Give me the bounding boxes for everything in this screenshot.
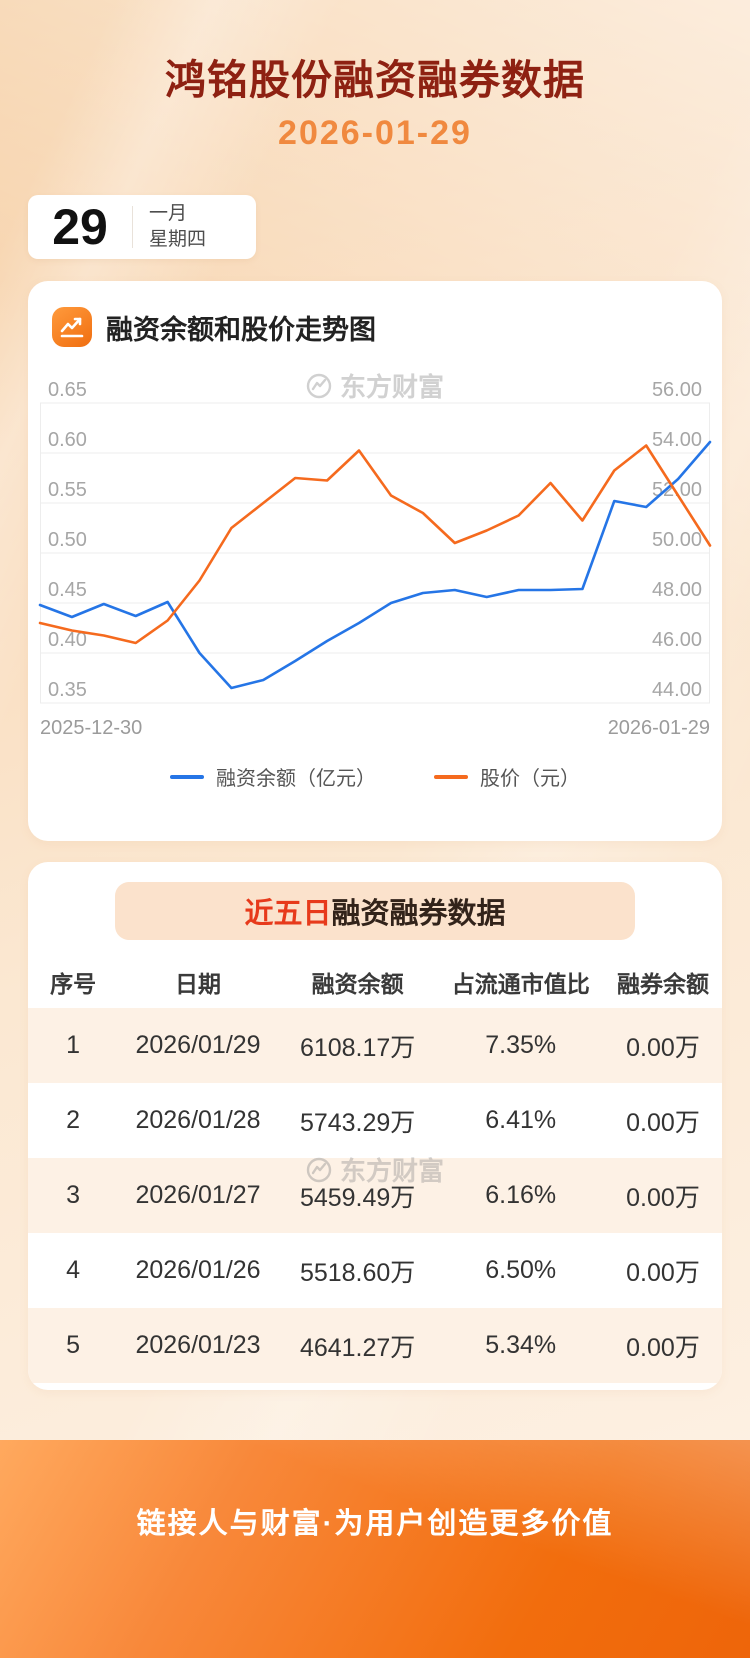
table-cell: 0.00万 bbox=[603, 1308, 722, 1383]
svg-text:0.40: 0.40 bbox=[48, 629, 87, 651]
legend-swatch-orange bbox=[434, 774, 468, 779]
table-title-highlight: 近五日 bbox=[244, 898, 332, 930]
svg-text:54.00: 54.00 bbox=[652, 429, 702, 451]
table-row: 4 2026/01/26 5518.60万 6.50% 0.00万 bbox=[28, 1233, 722, 1308]
svg-text:0.35: 0.35 bbox=[48, 679, 87, 701]
svg-text:52.00: 52.00 bbox=[652, 479, 702, 501]
legend-label-margin-balance: 融资余额（亿元） bbox=[216, 768, 376, 790]
table-cell: 2026/01/28 bbox=[135, 1106, 261, 1134]
table-header-row: 序号 日期 融资余额 占流通市值比 融券余额 bbox=[28, 956, 722, 1008]
table-cell: 5 bbox=[28, 1308, 119, 1383]
trend-chart-plot: 0.65 0.60 0.55 0.50 0.45 0.40 0.35 56.00 54.00 52… bbox=[38, 379, 712, 704]
chart-legend: 融资余额（亿元） 股价（元） bbox=[40, 762, 710, 791]
table-cell: 5518.60万 bbox=[299, 1258, 416, 1287]
table-cell: 1 bbox=[28, 1008, 119, 1083]
footer-slogan: 链接人与财富·为用户创造更多价值 bbox=[136, 1508, 614, 1540]
data-table-wrap: 序号 日期 融资余额 占流通市值比 融券余额 1 2026/01/29 6108.17万 7.… bbox=[28, 956, 722, 1383]
svg-text:48.00: 48.00 bbox=[652, 579, 702, 601]
svg-text:0.60: 0.60 bbox=[48, 429, 87, 451]
legend-label-stock-price: 股价（元） bbox=[480, 768, 580, 790]
table-column-header: 融券余额 bbox=[603, 956, 722, 1008]
table-cell: 5743.29万 bbox=[299, 1108, 416, 1137]
svg-text:44.00: 44.00 bbox=[652, 679, 702, 701]
table-cell: 7.35% bbox=[437, 1008, 604, 1083]
table-cell: 2026/01/29 bbox=[118, 1008, 278, 1083]
page-date: 2026-01-29 bbox=[278, 114, 472, 152]
table-row: 3 2026/01/27 5459.49万 6.16% 0.00万 bbox=[28, 1158, 722, 1233]
calendar-month: 一月 bbox=[149, 203, 188, 225]
calendar-badge: 29 一月 星期四 bbox=[28, 195, 256, 259]
table-card: 近五日 融资融券数据 序号 日期 融资余额 占流通市值比 融券余额 1 2026/01/29… bbox=[28, 862, 722, 1390]
legend-swatch-blue bbox=[170, 774, 204, 779]
table-cell: 6108.17万 bbox=[277, 1008, 438, 1083]
table-cell: 0.00万 bbox=[603, 1008, 722, 1083]
table-title: 近五日 融资融券数据 bbox=[115, 882, 635, 940]
table-title-rest: 融资融券数据 bbox=[331, 898, 506, 930]
footer-banner: 链接人与财富·为用户创造更多价值 bbox=[0, 1440, 750, 1658]
svg-text:46.00: 46.00 bbox=[652, 629, 702, 651]
trend-chart: 东方财富 0.65 0.60 0.55 0.50 0.45 0.40 0.35 56.00 54… bbox=[38, 372, 712, 790]
svg-text:56.00: 56.00 bbox=[652, 379, 702, 401]
chart-title: 融资余额和股价走势图 bbox=[106, 314, 376, 345]
calendar-month-weekday: 一月 星期四 bbox=[133, 201, 228, 252]
page-title: 鸿铭股份融资融券数据 bbox=[165, 57, 585, 103]
legend-item-stock-price[interactable]: 股价（元） bbox=[434, 762, 580, 791]
svg-text:0.50: 0.50 bbox=[48, 529, 87, 551]
table-cell: 6.41% bbox=[485, 1106, 557, 1134]
table-cell: 5.34% bbox=[437, 1308, 604, 1383]
margin-data-table: 序号 日期 融资余额 占流通市值比 融券余额 1 2026/01/29 6108.17万 7.… bbox=[28, 956, 722, 1383]
table-cell: 4641.27万 bbox=[277, 1308, 438, 1383]
table-column-header: 序号 bbox=[28, 956, 119, 1008]
table-cell: 0.00万 bbox=[603, 1158, 722, 1233]
calendar-weekday: 星期四 bbox=[149, 229, 207, 250]
table-column-header: 融资余额 bbox=[277, 956, 438, 1008]
table-column-header: 占流通市值比 bbox=[437, 956, 604, 1008]
table-cell: 6.16% bbox=[437, 1158, 604, 1233]
table-row: 5 2026/01/23 4641.27万 5.34% 0.00万 bbox=[28, 1308, 722, 1383]
svg-text:50.00: 50.00 bbox=[652, 529, 702, 551]
svg-text:0.65: 0.65 bbox=[48, 379, 87, 401]
table-column-header: 日期 bbox=[118, 956, 278, 1008]
svg-text:0.55: 0.55 bbox=[48, 479, 87, 501]
x-axis-end-label: 2026-01-29 bbox=[607, 717, 710, 739]
chart-card-header: 融资余额和股价走势图 bbox=[40, 307, 710, 347]
calendar-day: 29 bbox=[52, 199, 108, 255]
table-cell: 4 bbox=[66, 1256, 81, 1284]
table-cell: 5459.49万 bbox=[277, 1158, 438, 1233]
calendar-divider bbox=[132, 206, 133, 248]
table-cell: 2026/01/23 bbox=[118, 1308, 278, 1383]
table-cell: 6.50% bbox=[485, 1256, 557, 1284]
legend-item-margin-balance[interactable]: 融资余额（亿元） bbox=[170, 762, 376, 791]
table-cell: 2 bbox=[66, 1106, 81, 1134]
table-cell: 2026/01/27 bbox=[118, 1158, 278, 1233]
table-row: 1 2026/01/29 6108.17万 7.35% 0.00万 bbox=[28, 1008, 722, 1083]
table-cell: 0.00万 bbox=[626, 1258, 700, 1287]
x-axis-start-label: 2025-12-30 bbox=[40, 717, 143, 739]
svg-text:0.45: 0.45 bbox=[48, 579, 87, 601]
x-axis-labels: 2025-12-30 2026-01-29 bbox=[40, 717, 710, 740]
table-cell: 2026/01/26 bbox=[135, 1256, 261, 1284]
table-cell: 3 bbox=[28, 1158, 119, 1233]
chart-card: 融资余额和股价走势图 东方财富 0.65 0.60 0.55 0.50 0.45 0.40… bbox=[28, 281, 722, 841]
table-row: 2 2026/01/28 5743.29万 6.41% 0.00万 bbox=[28, 1083, 722, 1158]
table-cell: 0.00万 bbox=[626, 1108, 700, 1137]
trend-chart-icon bbox=[52, 307, 92, 347]
